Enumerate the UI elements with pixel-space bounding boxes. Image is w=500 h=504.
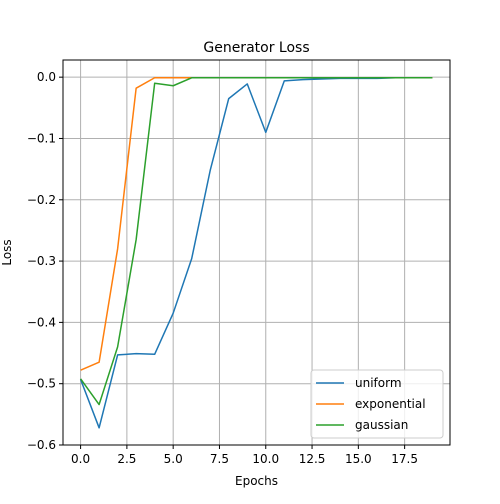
- chart-title: Generator Loss: [203, 40, 309, 56]
- legend-box: [310, 369, 444, 439]
- y-tick-label: −0.6: [27, 438, 56, 452]
- y-tick-label: −0.2: [27, 193, 56, 207]
- legend-label-gaussian: gaussian: [355, 418, 408, 432]
- x-tick-label: 2.5: [117, 452, 136, 466]
- x-tick-label: 15.0: [345, 452, 372, 466]
- axes-frame: [62, 59, 451, 446]
- y-tick-label: −0.3: [27, 254, 56, 268]
- y-tick-label: −0.4: [27, 315, 56, 329]
- series-lines: [79, 77, 433, 429]
- y-tick-label: −0.5: [27, 377, 56, 391]
- legend-label-uniform: uniform: [355, 376, 402, 390]
- x-tick-label: 17.5: [391, 452, 418, 466]
- legend: uniform exponential gaussian: [310, 369, 444, 439]
- y-tick-label: −0.1: [27, 131, 56, 145]
- x-tick-label: 7.5: [210, 452, 229, 466]
- y-axis-label: Loss: [0, 239, 14, 265]
- x-tick-label: 12.5: [299, 452, 326, 466]
- x-tick-label: 5.0: [164, 452, 183, 466]
- legend-label-exponential: exponential: [355, 397, 426, 411]
- x-axis-label: Epochs: [235, 474, 278, 488]
- x-tick-label: 0.0: [71, 452, 90, 466]
- x-tick-label: 10.0: [252, 452, 279, 466]
- series-line-gaussian: [79, 77, 433, 406]
- axis-ticks: 0.0 2.5 5.0 7.5 10.0 12.5 15.0 17.5 0.0 −0.1 −0.2 −…: [27, 70, 418, 466]
- y-tick-label: 0.0: [37, 70, 56, 84]
